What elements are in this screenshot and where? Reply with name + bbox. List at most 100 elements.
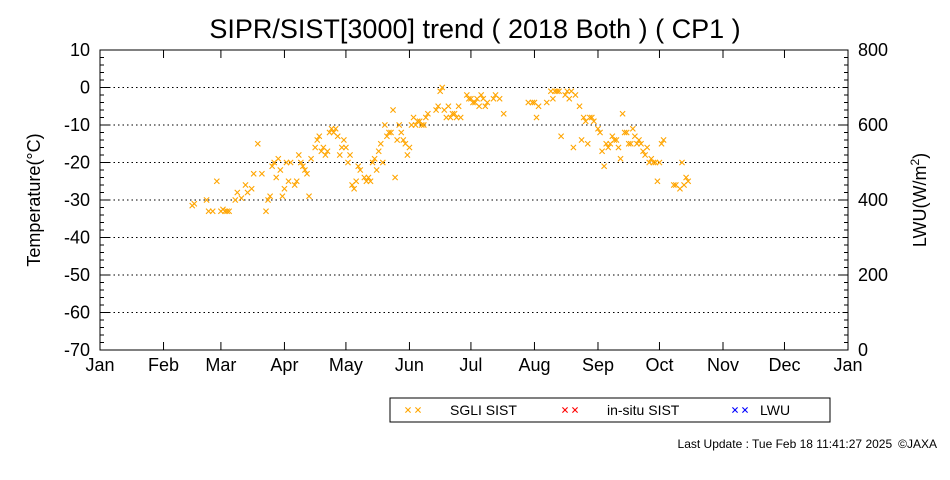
- data-point-sgli-sist: [297, 159, 304, 166]
- data-point-sgli-sist: [638, 140, 645, 147]
- data-point-sgli-sist: [365, 174, 372, 181]
- data-point-sgli-sist: [433, 107, 440, 113]
- data-point-sgli-sist: [418, 122, 425, 128]
- data-point-sgli-sist: [455, 103, 462, 110]
- data-point-sgli-sist: [277, 167, 284, 173]
- data-point-sgli-sist: [685, 178, 692, 185]
- data-point-sgli-sist: [279, 193, 286, 200]
- data-point-sgli-sist: [533, 114, 540, 121]
- legend-item-insitu-sist: in-situ SIST: [562, 402, 680, 418]
- data-point-sgli-sist: [611, 137, 618, 143]
- data-point-sgli-sist: [357, 167, 364, 173]
- data-point-sgli-sist: [263, 208, 269, 215]
- data-point-sgli-sist: [556, 88, 563, 95]
- data-point-sgli-sist: [203, 197, 210, 203]
- data-point-sgli-sist: [597, 129, 604, 136]
- y2-tick-label: 200: [858, 265, 888, 285]
- data-point-sgli-sist: [476, 103, 483, 110]
- data-point-sgli-sist: [558, 133, 565, 140]
- data-point-sgli-sist: [535, 103, 542, 110]
- x-tick-label-jan: Jan: [85, 355, 114, 375]
- footer-copyright: ©JAXA: [898, 437, 937, 451]
- legend-label-lwu: LWU: [760, 402, 790, 418]
- data-point-sgli-sist: [285, 178, 292, 185]
- data-point-sgli-sist: [299, 163, 306, 170]
- data-point-sgli-sist: [566, 95, 573, 102]
- data-point-sgli-sist: [601, 163, 608, 170]
- x-axis-ticks: Jan Feb Mar Apr May Jun Jul Aug Sep Oct Nov Dec Jan: [85, 50, 863, 375]
- data-point-sgli-sist: [388, 129, 394, 136]
- y-tick-label: 10: [70, 40, 90, 60]
- x-tick-label-may: May: [329, 355, 363, 375]
- data-point-sgli-sist: [314, 137, 321, 143]
- data-point-sgli-sist: [400, 137, 407, 143]
- data-point-sgli-sist: [369, 159, 376, 166]
- y2-tick-label: 400: [858, 190, 888, 210]
- x-tick-label-feb: Feb: [148, 355, 179, 375]
- data-point-sgli-sist: [295, 152, 302, 158]
- data-point-sgli-sist: [336, 152, 343, 158]
- data-point-sgli-sist: [334, 133, 341, 140]
- data-point-sgli-sist: [242, 182, 249, 188]
- data-point-sgli-sist: [670, 182, 677, 188]
- data-point-sgli-sist: [549, 95, 556, 102]
- data-point-sgli-sist: [490, 95, 497, 102]
- y-tick-label: -50: [64, 265, 90, 285]
- data-point-sgli-sist: [306, 193, 313, 200]
- data-point-sgli-sist: [322, 152, 329, 158]
- legend-marker-insitu-sist: [562, 407, 578, 413]
- data-point-sgli-sist: [398, 129, 405, 136]
- data-point-sgli-sist: [390, 107, 397, 113]
- data-point-sgli-sist: [625, 140, 632, 147]
- data-point-sgli-sist: [273, 174, 280, 181]
- data-point-sgli-sist: [619, 110, 626, 117]
- data-point-sgli-sist: [404, 152, 411, 158]
- data-point-sgli-sist: [291, 182, 298, 188]
- data-point-sgli-sist: [599, 148, 606, 155]
- data-point-sgli-sist: [293, 178, 300, 185]
- data-point-sgli-sist: [250, 170, 257, 177]
- data-point-sgli-sist: [554, 88, 560, 95]
- legend-marker-lwu: [732, 407, 748, 413]
- x-tick-label-jul: Jul: [459, 355, 482, 375]
- data-point-sgli-sist: [281, 185, 288, 192]
- data-point-sgli-sist: [258, 170, 265, 177]
- x-tick-label-apr: Apr: [270, 355, 298, 375]
- data-point-sgli-sist: [642, 152, 649, 158]
- data-points: [189, 84, 692, 215]
- data-point-sgli-sist: [584, 140, 591, 147]
- data-point-sgli-sist: [316, 133, 323, 140]
- data-point-sgli-sist: [500, 110, 507, 117]
- data-point-sgli-sist: [267, 193, 274, 200]
- footer-last-update: Last Update : Tue Feb 18 11:41:27 2025 ©J…: [678, 437, 937, 451]
- data-point-sgli-sist: [303, 170, 310, 177]
- data-point-sgli-sist: [209, 208, 216, 215]
- data-point-sgli-sist: [445, 103, 452, 110]
- y-axis-ticks: 10 0 -10 -20 -30 -40 -50 -60 -70: [64, 40, 109, 360]
- data-point-sgli-sist: [381, 122, 388, 128]
- data-point-sgli-sist: [342, 144, 349, 151]
- data-point-sgli-sist: [312, 144, 319, 151]
- data-point-sgli-sist: [617, 155, 624, 162]
- x-tick-label-oct: Oct: [645, 355, 673, 375]
- legend-marker-sgli-sist: [405, 407, 421, 413]
- legend-box: [389, 397, 831, 423]
- data-point-sgli-sist: [377, 140, 384, 147]
- data-point-sgli-sist: [570, 144, 577, 151]
- y2-axis-label-main: LWU(W/m: [910, 166, 930, 248]
- data-point-sgli-sist: [615, 144, 622, 151]
- chart-title: SIPR/SIST[3000] trend ( 2018 Both ) ( CP…: [209, 14, 740, 44]
- y-axis-label: Temperature(°C): [24, 133, 44, 266]
- y2-axis-label: LWU(W/m2): [908, 153, 930, 247]
- legend-marker-cross: [562, 407, 568, 413]
- data-point-sgli-sist: [437, 88, 444, 95]
- data-point-sgli-sist: [588, 114, 595, 121]
- data-point-sgli-sist: [324, 148, 331, 155]
- y-tick-label: -40: [64, 228, 90, 248]
- legend-marker-cross: [415, 407, 421, 413]
- data-point-sgli-sist: [353, 178, 360, 185]
- data-point-sgli-sist: [590, 118, 597, 125]
- data-point-sgli-sist: [660, 137, 667, 143]
- data-point-sgli-sist: [451, 110, 458, 117]
